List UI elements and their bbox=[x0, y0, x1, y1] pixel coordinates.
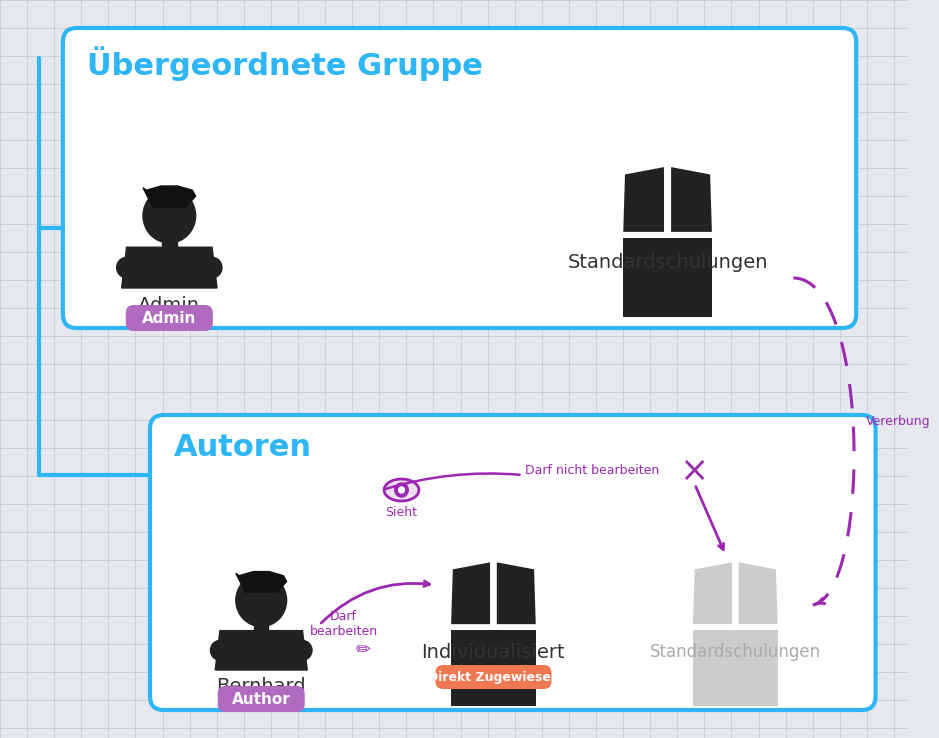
Bar bbox=[451, 630, 536, 706]
Text: Standardschulungen: Standardschulungen bbox=[567, 253, 768, 272]
Circle shape bbox=[116, 258, 136, 277]
FancyBboxPatch shape bbox=[63, 28, 856, 328]
Bar bbox=[254, 626, 269, 639]
Polygon shape bbox=[122, 247, 217, 288]
Circle shape bbox=[293, 641, 312, 661]
Bar bbox=[693, 630, 777, 706]
Polygon shape bbox=[143, 186, 195, 207]
Text: Individualisiert: Individualisiert bbox=[422, 643, 565, 662]
Text: Admin: Admin bbox=[138, 296, 200, 315]
Polygon shape bbox=[215, 631, 307, 670]
Polygon shape bbox=[384, 479, 419, 501]
Text: Autoren: Autoren bbox=[174, 433, 312, 462]
Circle shape bbox=[399, 487, 405, 493]
FancyBboxPatch shape bbox=[218, 686, 305, 712]
Text: Vererbung: Vererbung bbox=[866, 415, 931, 427]
Text: Sieht: Sieht bbox=[386, 506, 418, 519]
Circle shape bbox=[394, 483, 408, 497]
Text: Standardschulungen: Standardschulungen bbox=[650, 643, 821, 661]
Text: ✏: ✏ bbox=[355, 641, 370, 659]
Bar bbox=[623, 238, 712, 317]
Polygon shape bbox=[451, 562, 490, 624]
Text: Darf
bearbeiten: Darf bearbeiten bbox=[309, 610, 377, 638]
Polygon shape bbox=[236, 572, 286, 592]
Circle shape bbox=[236, 574, 286, 627]
Polygon shape bbox=[671, 167, 712, 232]
Text: Direkt Zugewiesen: Direkt Zugewiesen bbox=[427, 671, 560, 683]
Polygon shape bbox=[739, 562, 777, 624]
Circle shape bbox=[202, 258, 222, 277]
Text: Admin: Admin bbox=[142, 311, 196, 325]
Text: Bernhard: Bernhard bbox=[216, 677, 306, 696]
Polygon shape bbox=[693, 562, 731, 624]
Text: Author: Author bbox=[232, 692, 290, 706]
Circle shape bbox=[210, 641, 229, 661]
FancyBboxPatch shape bbox=[150, 415, 875, 710]
Polygon shape bbox=[623, 167, 664, 232]
Circle shape bbox=[143, 188, 195, 243]
FancyBboxPatch shape bbox=[126, 305, 213, 331]
Text: Übergeordnete Gruppe: Übergeordnete Gruppe bbox=[87, 46, 483, 80]
Text: Darf nicht bearbeiten: Darf nicht bearbeiten bbox=[525, 463, 659, 477]
Bar bbox=[162, 242, 177, 255]
FancyBboxPatch shape bbox=[436, 665, 551, 689]
Polygon shape bbox=[497, 562, 536, 624]
